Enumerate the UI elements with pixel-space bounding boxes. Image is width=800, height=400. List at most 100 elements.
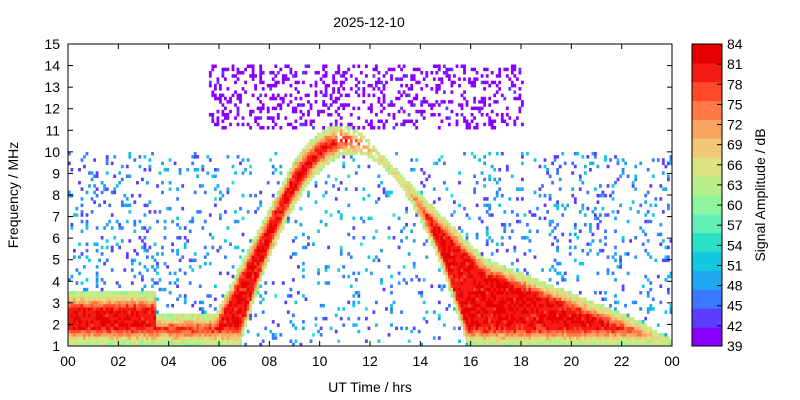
heatmap-cell — [516, 329, 519, 334]
heatmap-cell — [541, 268, 544, 272]
heatmap-cell — [561, 278, 565, 282]
heatmap-cell — [420, 109, 424, 114]
heatmap-cell — [143, 265, 147, 269]
heatmap-cell — [297, 184, 300, 188]
heatmap-cell — [138, 320, 142, 324]
heatmap-cell — [521, 100, 524, 104]
heatmap-cell — [322, 80, 325, 85]
heatmap-cell — [468, 245, 471, 250]
heatmap-cell — [264, 265, 268, 269]
heatmap-cell — [163, 261, 167, 266]
heatmap-cell — [465, 303, 469, 308]
heatmap-cell — [118, 171, 122, 175]
heatmap-cell — [161, 326, 164, 331]
heatmap-cell — [556, 339, 559, 343]
heatmap-cell — [163, 339, 167, 343]
heatmap-cell — [322, 126, 325, 130]
heatmap-cell — [420, 113, 424, 117]
heatmap-cell — [294, 161, 298, 166]
heatmap-cell — [377, 158, 381, 162]
heatmap-cell — [103, 313, 106, 318]
heatmap-cell — [314, 151, 318, 156]
heatmap-cell — [274, 216, 278, 221]
heatmap-cell — [528, 316, 532, 321]
heatmap-cell — [430, 239, 434, 243]
heatmap-cell — [495, 333, 499, 337]
heatmap-cell — [261, 236, 265, 240]
heatmap-cell — [490, 300, 494, 305]
heatmap-cell — [214, 307, 217, 311]
heatmap-cell — [510, 174, 514, 178]
heatmap-cell — [113, 336, 117, 340]
heatmap-cell — [118, 329, 122, 334]
heatmap-cell — [188, 258, 192, 263]
heatmap-cell — [239, 307, 242, 311]
heatmap-cell — [493, 268, 497, 272]
heatmap-cell — [90, 300, 94, 305]
heatmap-cell — [475, 232, 479, 237]
heatmap-cell — [274, 74, 278, 78]
heatmap-cell — [468, 274, 471, 279]
heatmap-cell — [410, 278, 414, 282]
heatmap-cell — [123, 316, 127, 321]
heatmap-cell — [342, 132, 346, 136]
heatmap-cell — [395, 151, 398, 156]
heatmap-cell — [236, 316, 240, 321]
heatmap-cell — [571, 323, 575, 327]
heatmap-cell — [146, 303, 149, 308]
heatmap-cell — [490, 336, 494, 340]
heatmap-cell — [274, 210, 278, 214]
heatmap-cell — [448, 100, 451, 104]
heatmap-cell — [264, 219, 268, 224]
heatmap-cell — [485, 80, 489, 85]
heatmap-cell — [568, 232, 572, 237]
heatmap-cell — [533, 213, 537, 217]
heatmap-cell — [68, 316, 71, 321]
heatmap-cell — [518, 303, 522, 308]
heatmap-cell — [538, 281, 542, 285]
heatmap-cell — [516, 96, 519, 101]
heatmap-cell — [432, 236, 436, 240]
heatmap-cell — [475, 294, 479, 298]
heatmap-cell — [558, 291, 562, 295]
heatmap-cell — [178, 236, 182, 240]
heatmap-cell — [420, 181, 424, 185]
heatmap-cell — [594, 216, 597, 221]
heatmap-cell — [80, 342, 84, 347]
heatmap-cell — [276, 93, 280, 98]
heatmap-cell — [261, 232, 265, 237]
heatmap-cell — [110, 336, 114, 340]
heatmap-cell — [339, 103, 343, 107]
heatmap-cell — [465, 326, 469, 331]
heatmap-cell — [274, 197, 278, 201]
heatmap-cell — [493, 197, 497, 201]
heatmap-cell — [221, 126, 225, 130]
heatmap-cell — [226, 326, 230, 331]
heatmap-cell — [108, 203, 112, 208]
heatmap-cell — [339, 126, 343, 130]
heatmap-cell — [125, 316, 129, 321]
heatmap-cell — [347, 316, 351, 321]
heatmap-cell — [556, 281, 559, 285]
heatmap-cell — [548, 197, 552, 201]
heatmap-cell — [168, 329, 172, 334]
heatmap-cell — [123, 326, 127, 331]
heatmap-cell — [246, 281, 250, 285]
heatmap-cell — [508, 281, 512, 285]
heatmap-cell — [286, 171, 290, 175]
heatmap-cell — [95, 303, 99, 308]
heatmap-cell — [463, 258, 466, 263]
heatmap-cell — [405, 326, 408, 331]
heatmap-cell — [405, 236, 408, 240]
heatmap-cell — [146, 336, 149, 340]
heatmap-cell — [261, 106, 265, 111]
heatmap-cell — [216, 333, 220, 337]
heatmap-cell — [163, 320, 167, 324]
heatmap-cell — [485, 258, 489, 263]
heatmap-cell — [455, 297, 459, 301]
heatmap-cell — [566, 320, 570, 324]
heatmap-cell — [583, 164, 587, 169]
heatmap-cell — [130, 258, 134, 263]
heatmap-cell — [219, 339, 222, 343]
heatmap-cell — [420, 190, 424, 195]
